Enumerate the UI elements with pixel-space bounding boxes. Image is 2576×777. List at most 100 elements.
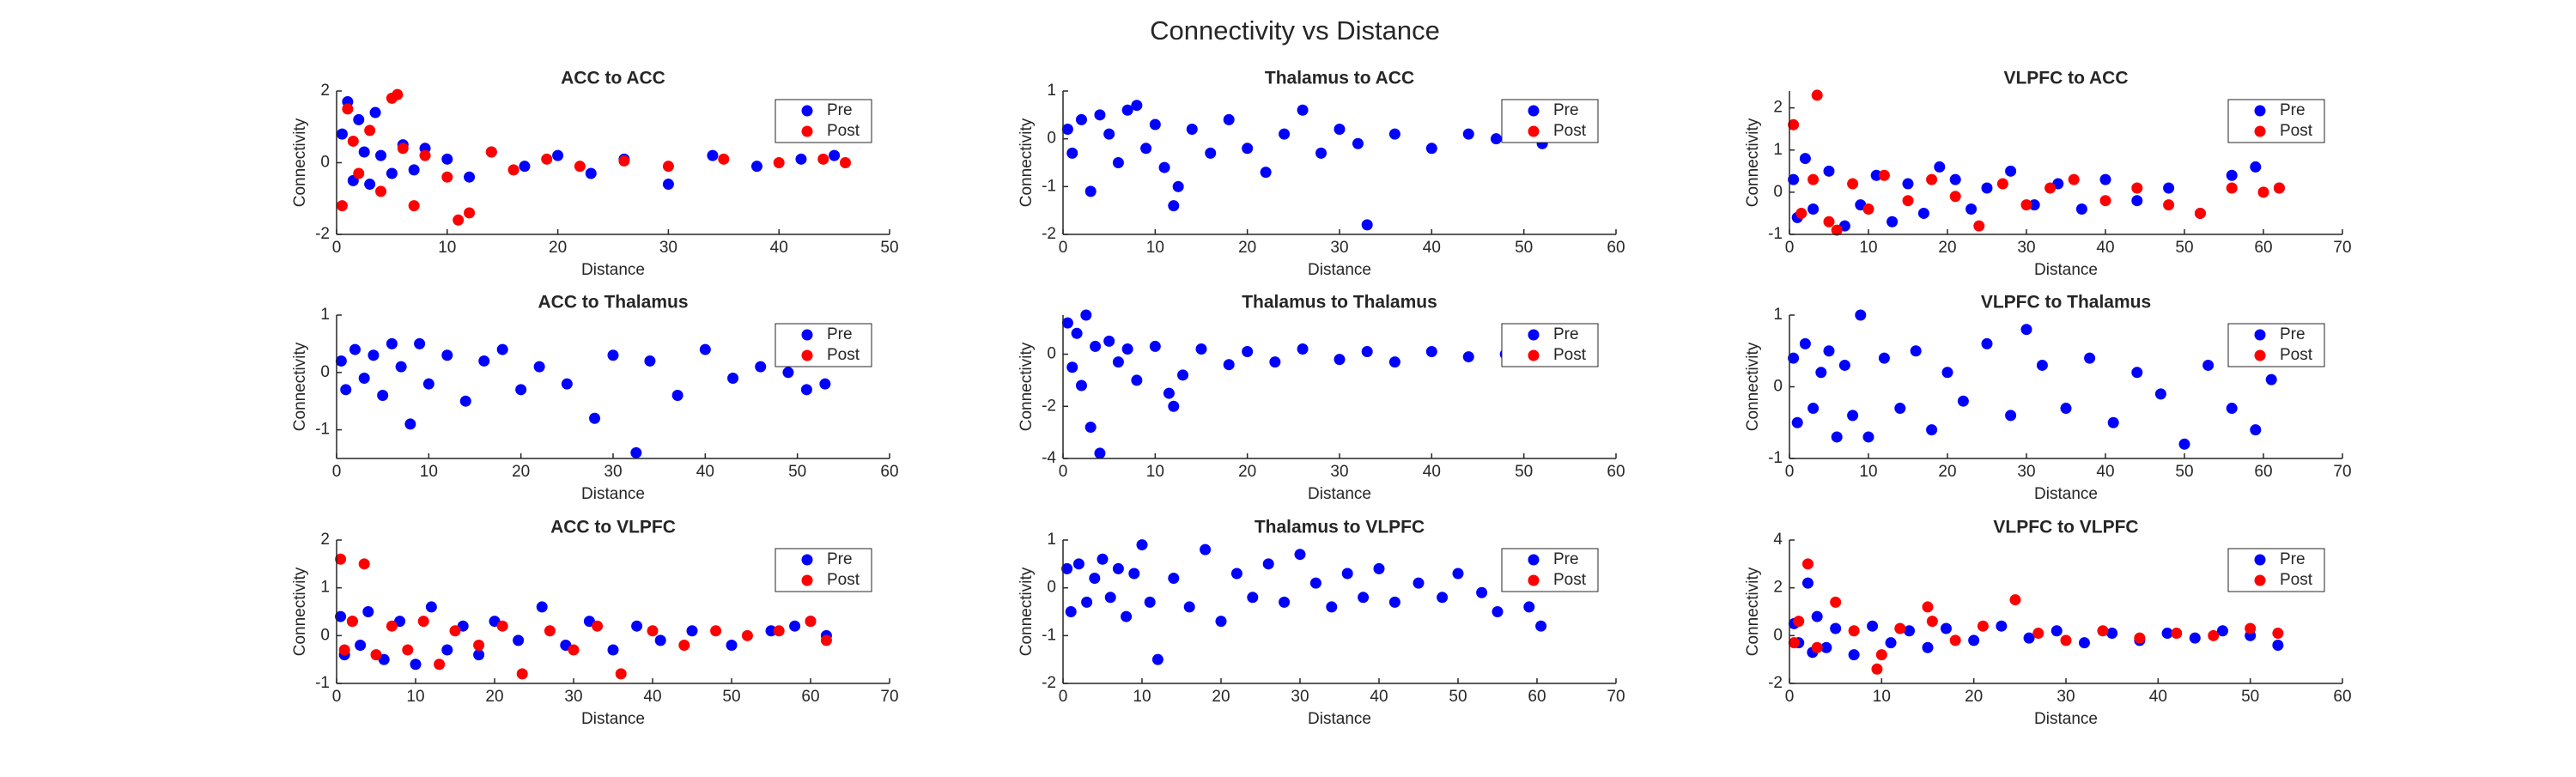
legend-marker: [2254, 105, 2266, 117]
data-point: [404, 418, 416, 430]
x-tick-label: 50: [1449, 688, 1467, 706]
x-tick-label: 10: [1859, 463, 1877, 481]
data-point: [1279, 128, 1291, 140]
data-point: [335, 610, 347, 622]
data-point: [1388, 128, 1400, 140]
data-point: [1205, 147, 1217, 159]
data-point: [1149, 340, 1161, 352]
data-point: [1807, 173, 1820, 185]
x-tick-label: 50: [1515, 239, 1533, 257]
y-axis-label: Connectivity: [1744, 118, 1762, 207]
data-point: [1112, 356, 1124, 368]
data-point: [1071, 327, 1083, 339]
data-point: [1922, 641, 1934, 653]
data-point: [519, 161, 531, 173]
data-point: [1297, 343, 1309, 355]
legend-box: [2227, 323, 2325, 367]
data-point: [2131, 367, 2143, 379]
legend-box: [775, 99, 872, 143]
data-point: [662, 161, 674, 173]
data-point: [782, 367, 794, 379]
x-tick-label: 20: [485, 688, 503, 706]
data-point: [1870, 169, 1882, 181]
data-point: [1075, 379, 1087, 392]
data-point: [1811, 641, 1823, 653]
data-point: [434, 659, 446, 671]
data-point: [1094, 109, 1106, 121]
data-point: [585, 167, 597, 179]
subplot-title: Thalamus to ACC: [1265, 69, 1414, 88]
y-tick-label: 0: [1773, 183, 1783, 201]
data-point: [1163, 387, 1175, 399]
data-point: [773, 157, 785, 168]
data-point: [1373, 562, 1385, 574]
data-point: [336, 200, 348, 212]
y-axis-label: Connectivity: [1018, 567, 1036, 656]
y-axis-label: Connectivity: [1744, 567, 1762, 656]
data-point: [1878, 352, 1890, 364]
data-point: [1462, 351, 1474, 363]
data-point: [2226, 182, 2238, 194]
data-point: [2099, 173, 2111, 185]
legend-label: Post: [1553, 571, 1587, 589]
data-point: [346, 616, 358, 628]
data-point: [1981, 337, 1993, 349]
data-point: [2154, 388, 2166, 400]
data-point: [364, 179, 376, 191]
data-point: [408, 200, 420, 212]
data-point: [1262, 558, 1274, 570]
data-point: [2020, 324, 2032, 336]
x-tick-label: 0: [1059, 688, 1068, 706]
data-point: [2068, 173, 2080, 185]
y-tick-label: 0: [320, 363, 330, 381]
data-point: [1917, 207, 1929, 219]
data-point: [1490, 133, 1502, 145]
data-point: [496, 343, 508, 355]
legend-label: Post: [827, 122, 860, 140]
data-point: [1894, 403, 1906, 415]
x-tick-label: 10: [420, 463, 438, 481]
figure-title: Connectivity vs Distance: [1150, 15, 1440, 46]
data-point: [335, 355, 347, 367]
legend-label: Post: [827, 571, 860, 589]
data-point: [1168, 573, 1180, 585]
data-point: [419, 149, 431, 161]
data-point: [2194, 207, 2206, 219]
data-point: [1334, 124, 1346, 136]
x-tick-label: 70: [2333, 463, 2351, 481]
data-point: [829, 149, 841, 161]
data-point: [507, 164, 519, 176]
x-tick-label: 40: [1370, 688, 1388, 706]
subplot: 0 10 20 30 40 50 60 70 -2 -1 0 1 Thalamus to VLPFC Di…: [1018, 518, 1625, 728]
data-point: [2020, 199, 2032, 211]
data-point: [464, 171, 476, 183]
x-tick-label: 0: [332, 239, 342, 257]
data-point: [2202, 359, 2215, 371]
data-point: [615, 668, 627, 680]
data-point: [1977, 620, 1989, 632]
data-point: [441, 644, 453, 656]
data-point: [395, 361, 407, 373]
data-point: [592, 620, 604, 632]
legend-marker: [801, 125, 813, 137]
data-point: [541, 153, 553, 165]
legend-marker: [2254, 125, 2266, 137]
data-point: [710, 625, 722, 637]
data-point: [1297, 104, 1309, 116]
x-tick-label: 70: [2333, 239, 2351, 257]
data-point: [607, 349, 619, 361]
data-point: [1523, 601, 1535, 613]
y-tick-label: 1: [1773, 141, 1783, 159]
legend-marker: [1528, 125, 1540, 137]
data-point: [574, 161, 586, 173]
x-tick-label: 50: [722, 688, 740, 706]
data-point: [1910, 345, 1922, 357]
legend-marker: [2254, 554, 2266, 566]
subplot-title: VLPFC to VLPFC: [1993, 518, 2138, 537]
data-point: [1388, 596, 1400, 608]
x-axis-label: Distance: [2034, 710, 2098, 728]
y-tick-label: 2: [320, 531, 330, 549]
data-point: [1081, 596, 1093, 608]
x-axis-label: Distance: [1308, 710, 1371, 728]
